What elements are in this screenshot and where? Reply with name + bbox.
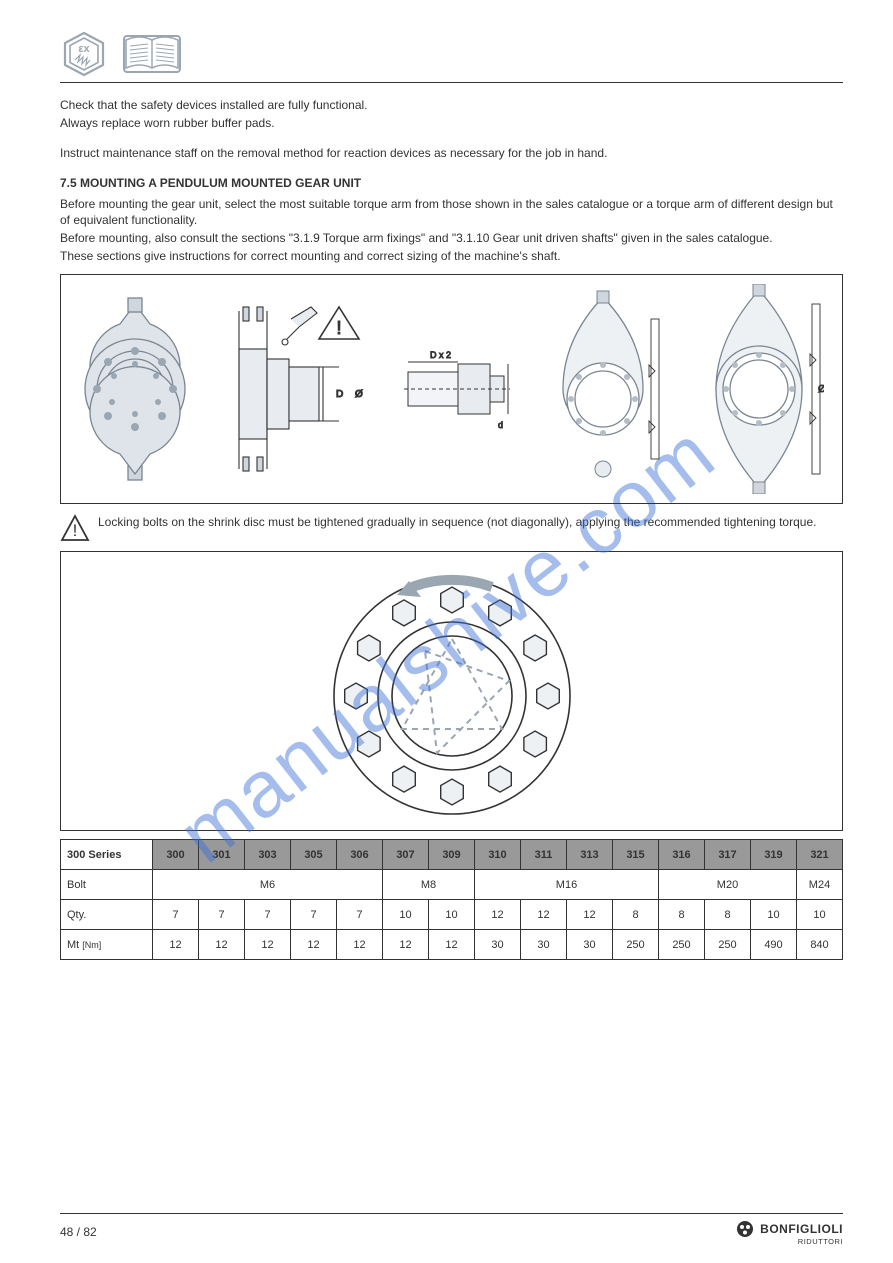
svg-text:Ø: Ø	[818, 384, 824, 395]
table-cell: 12	[153, 930, 199, 960]
table-cell: 12	[245, 930, 291, 960]
table-size-header: 313	[567, 840, 613, 870]
shrink-disc-side-view-icon: ! D Ø	[221, 289, 371, 489]
svg-text:Ø: Ø	[355, 389, 363, 400]
svg-text:d: d	[498, 420, 503, 430]
table-cell: 30	[475, 930, 521, 960]
shrink-disc-tightening-icon	[317, 561, 587, 821]
body-p3: Instruct maintenance staff on the remova…	[60, 145, 843, 161]
table-cell: 30	[521, 930, 567, 960]
table-cell: 12	[337, 930, 383, 960]
para-2: These sections give instructions for cor…	[60, 248, 843, 264]
table-cell: 7	[291, 900, 337, 930]
table-cell: 10	[797, 900, 843, 930]
tightening-torque-table: 300 Series300301303305306307309310311313…	[60, 839, 843, 960]
table-size-header: 303	[245, 840, 291, 870]
table-cell: 12	[521, 900, 567, 930]
bolt-ring	[344, 587, 559, 805]
table-row-label: Qty.	[61, 900, 153, 930]
table-cell: 8	[659, 900, 705, 930]
table-size-header: 300	[153, 840, 199, 870]
body-p2: Always replace worn rubber buffer pads.	[60, 115, 843, 131]
flange-front-view-icon	[80, 294, 190, 484]
table-cell: 12	[429, 930, 475, 960]
table-size-header: 301	[199, 840, 245, 870]
svg-text:D x 2: D x 2	[430, 350, 451, 360]
svg-text:εx: εx	[78, 43, 90, 55]
figure-torque-arm-diagrams: ! D Ø D x 2 d	[60, 274, 843, 504]
table-cell: 8	[613, 900, 659, 930]
brand-name: BONFIGLIOLI	[760, 1223, 843, 1235]
table-cell: M16	[475, 870, 659, 900]
table-cell: 12	[199, 930, 245, 960]
header-icon-row: εx	[60, 30, 843, 78]
table-cell: 7	[245, 900, 291, 930]
warning-text: Locking bolts on the shrink disc must be…	[98, 514, 843, 530]
table-cell: M24	[797, 870, 843, 900]
table-cell: 12	[475, 900, 521, 930]
table-cell: M8	[383, 870, 475, 900]
svg-text:!: !	[73, 521, 78, 540]
para-0: Before mounting the gear unit, select th…	[60, 196, 843, 228]
table-header-label: 300 Series	[61, 840, 153, 870]
table-cell: 490	[751, 930, 797, 960]
table-cell: 12	[383, 930, 429, 960]
table-cell: 250	[659, 930, 705, 960]
table-size-header: 307	[383, 840, 429, 870]
brand-subtitle: RIDUTTORI	[736, 1238, 843, 1246]
body-p1: Check that the safety devices installed …	[60, 97, 843, 113]
table-cell: 10	[751, 900, 797, 930]
page-number: 48 / 82	[60, 1225, 97, 1239]
header-divider	[60, 82, 843, 83]
section-title: 7.5 MOUNTING A PENDULUM MOUNTED GEAR UNI…	[60, 176, 843, 190]
table-cell: 7	[337, 900, 383, 930]
svg-text:D: D	[336, 389, 343, 400]
table-cell: 7	[153, 900, 199, 930]
table-cell: 8	[705, 900, 751, 930]
brand-block: BONFIGLIOLI RIDUTTORI	[736, 1220, 843, 1246]
shaft-stub-icon: D x 2 d	[402, 344, 512, 434]
table-cell: 7	[199, 900, 245, 930]
table-size-header: 311	[521, 840, 567, 870]
explosion-hazard-hex-icon: εx	[60, 30, 108, 78]
table-cell: 840	[797, 930, 843, 960]
figure-bolt-sequence	[60, 551, 843, 831]
table-size-header: 317	[705, 840, 751, 870]
table-size-header: 305	[291, 840, 337, 870]
table-cell: 10	[429, 900, 475, 930]
table-row-label: Mt [Nm]	[61, 930, 153, 960]
table-cell: 250	[613, 930, 659, 960]
table-cell: M20	[659, 870, 797, 900]
table-cell: 250	[705, 930, 751, 960]
table-cell: 30	[567, 930, 613, 960]
table-cell: M6	[153, 870, 383, 900]
warning-triangle-icon: !	[60, 514, 90, 545]
table-size-header: 306	[337, 840, 383, 870]
table-cell: 10	[383, 900, 429, 930]
para-1: Before mounting, also consult the sectio…	[60, 230, 843, 246]
page-footer: 48 / 82 BONFIGLIOLI RIDUTTORI	[60, 1207, 843, 1246]
table-size-header: 319	[751, 840, 797, 870]
table-size-header: 309	[429, 840, 475, 870]
table-cell: 12	[291, 930, 337, 960]
manual-book-icon	[120, 30, 184, 78]
table-size-header: 316	[659, 840, 705, 870]
table-row-label: Bolt	[61, 870, 153, 900]
table-size-header: 315	[613, 840, 659, 870]
torque-arm-single-icon	[543, 289, 663, 489]
table-size-header: 321	[797, 840, 843, 870]
brand-gear-icon	[736, 1220, 754, 1238]
table-size-header: 310	[475, 840, 521, 870]
svg-text:!: !	[336, 318, 341, 338]
table-cell: 12	[567, 900, 613, 930]
torque-arm-double-icon: Ø	[694, 284, 824, 494]
